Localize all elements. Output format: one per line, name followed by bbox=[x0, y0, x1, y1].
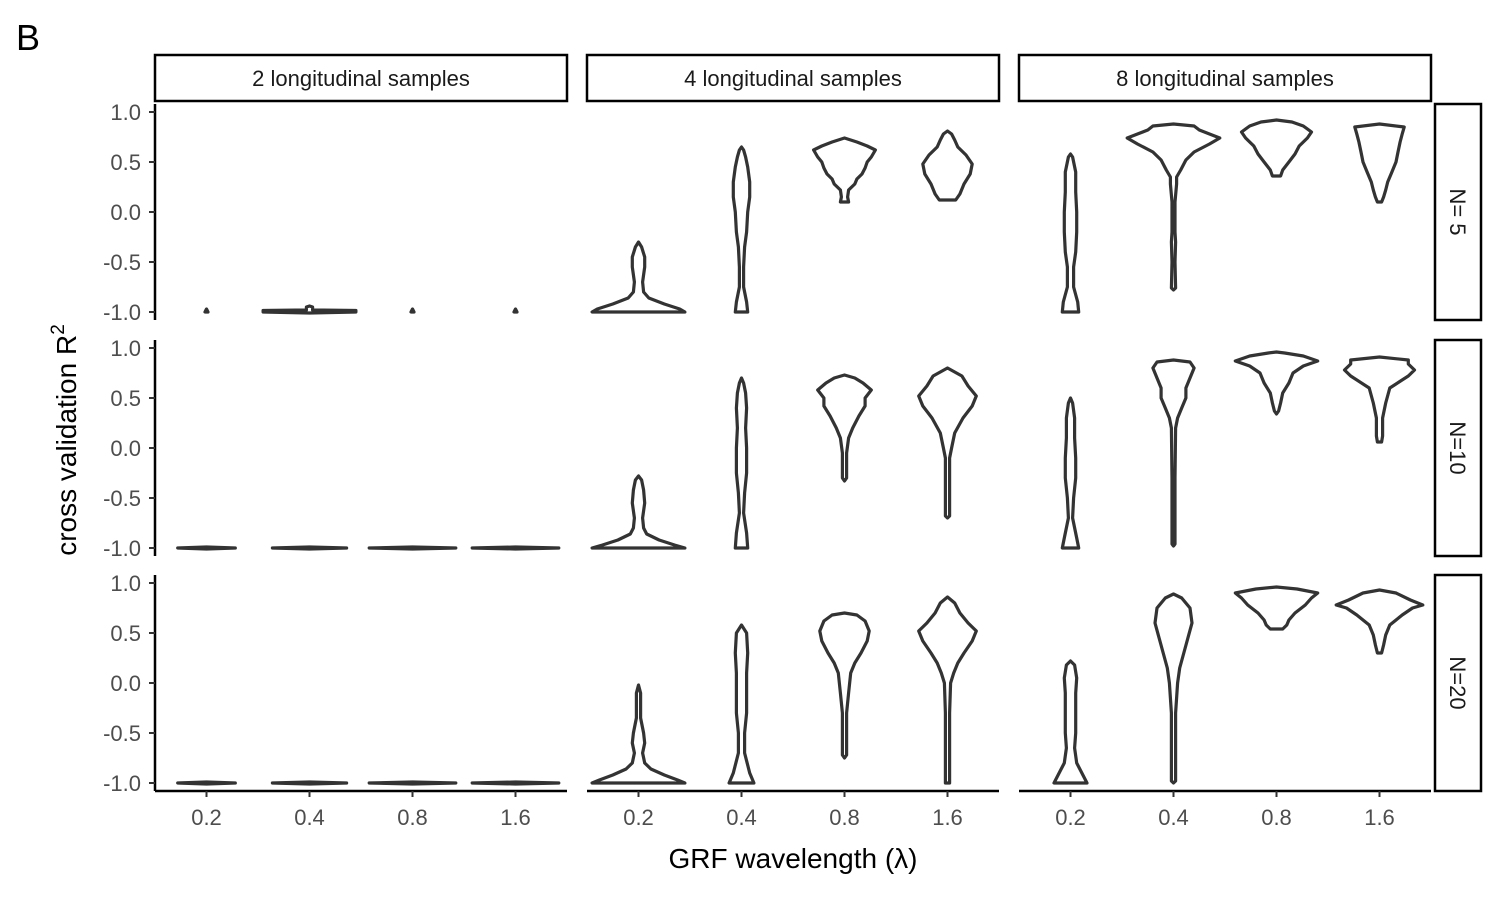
strip-label-n-20: N=20 bbox=[1445, 656, 1470, 709]
violins bbox=[176, 118, 1425, 786]
violin-0-8 bbox=[367, 780, 458, 786]
violin-1-6 bbox=[917, 595, 978, 785]
violin-0-4 bbox=[261, 304, 358, 315]
violin-1-6 bbox=[921, 129, 974, 202]
x-axis-title: GRF wavelength (λ) bbox=[669, 843, 918, 874]
violin-0-4 bbox=[1125, 122, 1222, 292]
violin-0-2 bbox=[1060, 152, 1081, 314]
violin-1-6 bbox=[917, 366, 978, 520]
violin-0-8 bbox=[1233, 585, 1320, 631]
violin-1-6 bbox=[512, 307, 519, 314]
strip-4-longitudinal-samples: 4 longitudinal samples bbox=[585, 53, 1001, 103]
violin-0-4 bbox=[731, 145, 752, 314]
panel-4-longitudinal-samples-n-20 bbox=[590, 595, 978, 785]
strip-n-20: N=20 bbox=[1433, 573, 1483, 793]
y-tick-label: 0.0 bbox=[110, 436, 141, 461]
x-tick-label: 1.6 bbox=[500, 805, 531, 830]
violin-0-8 bbox=[367, 545, 458, 551]
violin-0-2 bbox=[590, 474, 687, 550]
y-axis-title-main: cross validation R bbox=[51, 335, 82, 556]
y-tick-label: 0.0 bbox=[110, 200, 141, 225]
y-tick-label: 1.0 bbox=[110, 336, 141, 361]
y-tick-label: 0.0 bbox=[110, 671, 141, 696]
strip-label-2-longitudinal-samples: 2 longitudinal samples bbox=[252, 66, 470, 91]
panel-8-longitudinal-samples-n-10 bbox=[1060, 350, 1417, 550]
y-tick-label: -1.0 bbox=[103, 771, 141, 796]
strip-2-longitudinal-samples: 2 longitudinal samples bbox=[153, 53, 569, 103]
strip-label-4-longitudinal-samples: 4 longitudinal samples bbox=[684, 66, 902, 91]
strip-label-n-5: N= 5 bbox=[1445, 188, 1470, 235]
y-tick-label: -0.5 bbox=[103, 486, 141, 511]
x-tick-label: 1.6 bbox=[1364, 805, 1395, 830]
panel-8-longitudinal-samples-n-5 bbox=[1060, 118, 1406, 314]
svg-text:cross validation R2: cross validation R2 bbox=[48, 324, 82, 556]
axes: 1.0 0.5 0.0 -0.5 -1.0 1.0 0.5 0.0 -0.5 -1.0 1.0 0.5… bbox=[103, 100, 1431, 830]
violin-0-8 bbox=[812, 136, 877, 204]
column-strips: 2 longitudinal samples 4 longitudinal sam… bbox=[153, 53, 1433, 103]
violin-0-8 bbox=[818, 611, 871, 760]
violin-0-2 bbox=[1052, 659, 1089, 785]
violin-1-6 bbox=[1353, 122, 1406, 204]
violin-0-2 bbox=[203, 307, 210, 314]
violin-1-6 bbox=[470, 780, 561, 786]
violin-1-6 bbox=[1334, 588, 1425, 655]
violin-0-2 bbox=[590, 683, 687, 785]
violin-0-2 bbox=[1060, 396, 1081, 550]
violin-0-2 bbox=[590, 240, 687, 314]
y-tick-label: -1.0 bbox=[103, 536, 141, 561]
panel-2-longitudinal-samples-n-10 bbox=[176, 545, 561, 551]
violin-0-4 bbox=[1151, 358, 1196, 548]
y-tick-label: -1.0 bbox=[103, 300, 141, 325]
violin-0-8 bbox=[1233, 350, 1320, 416]
violin-0-4 bbox=[733, 376, 750, 550]
strip-label-n-10: N=10 bbox=[1445, 421, 1470, 474]
x-tick-label: 0.4 bbox=[294, 805, 325, 830]
y-tick-label: -0.5 bbox=[103, 721, 141, 746]
panel-label: B bbox=[16, 17, 40, 58]
x-tick-label: 0.2 bbox=[191, 805, 222, 830]
x-tick-label: 0.4 bbox=[726, 805, 757, 830]
row-strips: N= 5 N=10 N=20 bbox=[1433, 102, 1483, 793]
strip-8-longitudinal-samples: 8 longitudinal samples bbox=[1017, 53, 1433, 103]
violin-0-8 bbox=[816, 373, 873, 483]
x-tick-label: 0.2 bbox=[623, 805, 654, 830]
y-axis-title: cross validation R2 bbox=[48, 324, 82, 556]
violin-0-4 bbox=[270, 780, 349, 786]
x-tick-label: 1.6 bbox=[932, 805, 963, 830]
x-tick-label: 0.2 bbox=[1055, 805, 1086, 830]
y-tick-label: 0.5 bbox=[110, 386, 141, 411]
violin-0-4 bbox=[270, 545, 349, 551]
violin-0-2 bbox=[176, 545, 237, 551]
x-tick-label: 0.8 bbox=[1261, 805, 1292, 830]
strip-label-8-longitudinal-samples: 8 longitudinal samples bbox=[1116, 66, 1334, 91]
x-tick-label: 0.4 bbox=[1158, 805, 1189, 830]
y-tick-label: 0.5 bbox=[110, 150, 141, 175]
violin-0-8 bbox=[409, 307, 416, 314]
panel-4-longitudinal-samples-n-10 bbox=[590, 366, 978, 550]
violin-1-6 bbox=[470, 545, 561, 551]
violin-0-4 bbox=[1153, 592, 1194, 785]
y-tick-label: 1.0 bbox=[110, 100, 141, 125]
violin-0-8 bbox=[1239, 118, 1314, 178]
strip-n-10: N=10 bbox=[1433, 338, 1483, 558]
panel-4-longitudinal-samples-n-5 bbox=[590, 129, 974, 314]
panel-2-longitudinal-samples-n-5 bbox=[203, 304, 519, 315]
y-tick-label: 1.0 bbox=[110, 571, 141, 596]
violin-0-2 bbox=[176, 780, 237, 786]
y-tick-label: 0.5 bbox=[110, 621, 141, 646]
y-tick-label: -0.5 bbox=[103, 250, 141, 275]
x-tick-label: 0.8 bbox=[397, 805, 428, 830]
x-tick-label: 0.8 bbox=[829, 805, 860, 830]
y-axis-title-superscript: 2 bbox=[48, 324, 69, 335]
violin-0-4 bbox=[727, 623, 756, 785]
panel-2-longitudinal-samples-n-20 bbox=[176, 780, 561, 786]
violin-1-6 bbox=[1342, 355, 1417, 444]
strip-n-5: N= 5 bbox=[1433, 102, 1483, 322]
panel-8-longitudinal-samples-n-20 bbox=[1052, 585, 1425, 785]
